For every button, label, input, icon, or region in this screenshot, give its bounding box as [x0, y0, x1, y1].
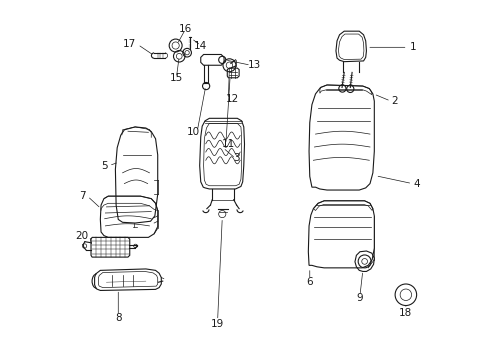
Text: 17: 17 [122, 40, 136, 49]
Text: 3: 3 [233, 153, 239, 163]
Text: 20: 20 [75, 231, 88, 240]
Text: 10: 10 [186, 127, 200, 136]
Text: 18: 18 [398, 308, 412, 318]
Text: 1: 1 [408, 42, 415, 52]
Text: 6: 6 [306, 277, 312, 287]
Text: 14: 14 [194, 41, 207, 50]
Text: 15: 15 [169, 73, 183, 83]
Text: 11: 11 [222, 139, 235, 149]
Text: 2: 2 [391, 96, 397, 106]
Text: 4: 4 [413, 179, 420, 189]
Text: 8: 8 [115, 313, 122, 323]
Text: 5: 5 [101, 161, 107, 171]
Text: 13: 13 [247, 60, 260, 70]
Text: 16: 16 [178, 24, 192, 35]
Text: 9: 9 [356, 293, 363, 303]
Text: 12: 12 [225, 94, 239, 104]
Text: 7: 7 [79, 191, 86, 201]
Text: 19: 19 [210, 319, 224, 329]
